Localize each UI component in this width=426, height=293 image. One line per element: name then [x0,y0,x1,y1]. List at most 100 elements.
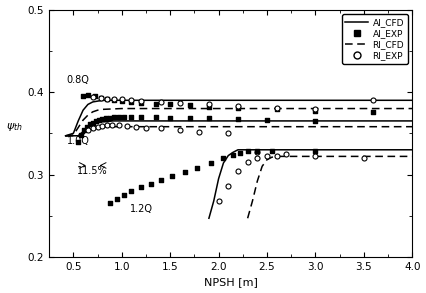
Point [109,123,115,127]
Point [264,154,271,159]
Point [78,133,84,137]
Point [194,166,201,170]
Text: 11.5%: 11.5% [77,166,108,176]
Point [99,117,106,122]
Point [84,93,91,98]
Point [95,118,102,122]
Text: 0.8Q: 0.8Q [66,75,89,85]
Point [254,156,261,160]
Point [360,156,367,160]
Point [128,115,135,119]
Point [92,119,99,123]
Point [152,115,159,119]
Point [138,115,144,119]
Legend: AI_CFD, AI_EXP, RI_CFD, RI_EXP: AI_CFD, AI_EXP, RI_CFD, RI_EXP [342,14,408,64]
Point [128,189,135,193]
Point [111,96,118,101]
Point [80,94,86,98]
Point [235,169,242,173]
Point [120,115,127,119]
Point [254,148,261,153]
Point [254,150,261,155]
Point [370,98,377,103]
Point [157,100,164,104]
Point [94,124,101,129]
Point [215,199,222,203]
Point [205,105,212,109]
Point [138,185,144,189]
Point [225,184,232,188]
Point [207,161,214,165]
Point [268,148,275,153]
Point [176,100,183,105]
Point [186,103,193,108]
Point [205,102,212,107]
Point [99,124,106,128]
Point [143,125,150,130]
Point [81,128,87,132]
Point [235,104,242,108]
Point [235,117,242,122]
Point [83,124,90,129]
Point [186,115,193,120]
Point [167,115,174,120]
Point [91,94,98,98]
Point [273,107,280,112]
Point [133,124,140,129]
Point [205,116,212,121]
Point [111,115,118,119]
Point [104,96,111,101]
Point [157,126,164,131]
Point [244,160,251,164]
Point [118,97,125,102]
Point [283,151,290,156]
Point [312,148,319,153]
Point [169,174,176,178]
Point [273,153,280,158]
Point [128,100,135,104]
Point [152,101,159,106]
Point [312,109,319,113]
Point [123,124,130,128]
Point [230,152,236,157]
Point [75,139,82,144]
X-axis label: NPSH [m]: NPSH [m] [204,277,258,287]
Point [220,156,227,160]
Point [115,115,122,119]
Point [264,118,271,122]
Point [104,123,111,127]
Point [107,115,114,120]
Text: 1.0Q: 1.0Q [66,136,89,146]
Point [114,197,121,202]
Point [176,128,183,132]
Point [225,131,232,136]
Point [115,123,122,127]
Point [244,149,251,154]
Y-axis label: $\psi_{th}$: $\psi_{th}$ [6,121,22,133]
Point [104,97,111,102]
Point [111,98,118,103]
Point [138,100,144,105]
Point [312,119,319,123]
Point [84,128,91,132]
Point [118,99,125,103]
Point [273,105,280,110]
Point [86,122,93,127]
Point [97,96,104,100]
Point [181,170,188,174]
Point [128,98,135,103]
Point [89,126,96,131]
Point [236,151,243,155]
Point [167,102,174,107]
Point [89,120,96,125]
Point [107,201,114,206]
Point [120,193,127,197]
Point [235,105,242,110]
Point [312,107,319,112]
Point [103,116,110,121]
Point [196,129,203,134]
Text: 1.2Q: 1.2Q [130,204,153,214]
Point [138,99,144,103]
Point [370,110,377,114]
Point [97,96,104,100]
